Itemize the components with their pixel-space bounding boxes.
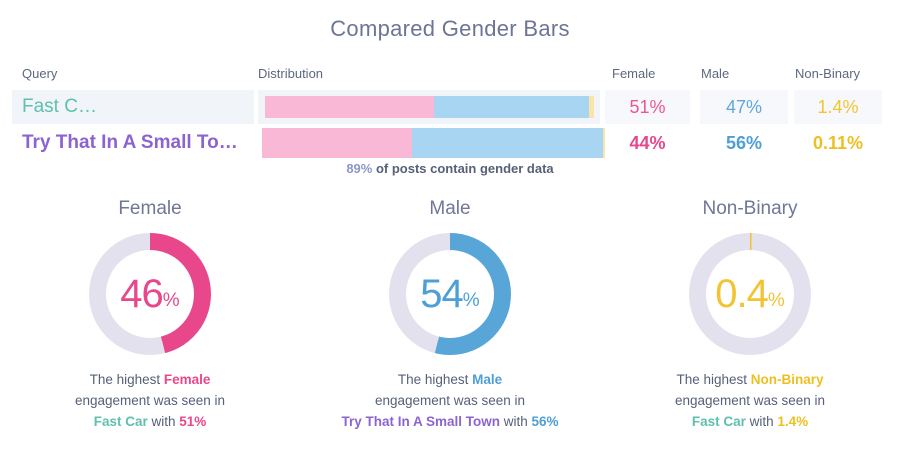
table-row-query-small-town[interactable]: Try That In A Small To…	[22, 128, 238, 158]
summary-value: 1.4%	[777, 413, 809, 429]
value-nonbinary: 1.4%	[817, 96, 859, 117]
value-cell-female: 44%	[605, 128, 690, 158]
value-cell-male: 56%	[700, 128, 788, 158]
donut-value: 0.4	[715, 271, 769, 316]
donut-value-unit: %	[462, 290, 480, 311]
donut-chart-male: 54 %	[389, 233, 511, 355]
bar-segment-nonbinary	[589, 96, 594, 118]
bar-segment-female	[262, 128, 413, 158]
donut-chart-female: 46 %	[89, 233, 211, 355]
donut-value: 54	[420, 271, 463, 316]
value-female: 51%	[629, 96, 666, 117]
bar-segment-male	[433, 96, 590, 118]
donut-value: 46	[120, 271, 163, 316]
donut-card-nonbinary: Non-Binary 0.4 % The highest Non-Binary …	[600, 198, 900, 433]
value-cell-male: 47%	[700, 90, 788, 124]
donut-hole: 54 %	[406, 250, 494, 338]
summary-value: 56%	[531, 413, 559, 429]
summary-gender: Non-Binary	[750, 372, 824, 387]
value-cell-female: 51%	[605, 90, 690, 124]
donut-title-female: Female	[118, 198, 182, 219]
query-label: Fast C…	[22, 96, 97, 117]
donut-value-unit: %	[767, 290, 785, 311]
donut-card-male: Male 54 % The highest Male engagement wa…	[300, 198, 600, 433]
column-header-female: Female	[612, 66, 656, 81]
summary-text: with	[147, 413, 180, 429]
column-header-query: Query	[22, 66, 58, 81]
note-text: of posts contain gender data	[372, 161, 554, 176]
summary-gender: Male	[472, 372, 503, 387]
donut-title-nonbinary: Non-Binary	[702, 198, 798, 219]
stacked-bar	[265, 96, 596, 118]
summary-text: with	[499, 413, 532, 429]
donut-summary: The highest Female engagement was seen i…	[0, 370, 300, 433]
value-cell-nonbinary: 1.4%	[794, 90, 882, 124]
donut-value-unit: %	[162, 290, 180, 311]
summary-text: with	[745, 413, 778, 429]
note-percentage: 89%	[346, 161, 373, 176]
donut-summary: The highest Male engagement was seen in …	[300, 370, 600, 433]
summary-text: engagement was seen in	[374, 392, 526, 408]
gender-data-note: 89% of posts contain gender data	[0, 161, 900, 176]
value-male: 47%	[725, 96, 763, 117]
value-female: 44%	[629, 132, 666, 153]
bar-segment-male	[412, 128, 603, 158]
stacked-bar	[262, 128, 605, 158]
summary-text: The highest	[397, 372, 473, 387]
distribution-cell	[258, 90, 600, 124]
summary-query: Fast Car	[93, 413, 148, 429]
summary-gender: Female	[163, 372, 211, 387]
bar-segment-nonbinary	[603, 128, 605, 158]
value-cell-nonbinary: 0.11%	[794, 128, 882, 158]
summary-text: engagement was seen in	[74, 392, 226, 408]
column-header-distribution: Distribution	[258, 66, 324, 81]
summary-text: The highest	[89, 372, 164, 387]
value-nonbinary: 0.11%	[812, 132, 864, 153]
page-title: Compared Gender Bars	[330, 16, 570, 41]
donut-cards: Female 46 % The highest Female engagemen…	[0, 198, 900, 433]
column-header-nonbinary: Non-Binary	[795, 66, 861, 81]
summary-text: engagement was seen in	[674, 392, 826, 408]
summary-value: 51%	[179, 413, 207, 429]
bar-segment-female	[265, 96, 434, 118]
donut-hole: 46 %	[106, 250, 194, 338]
table-row-query-fast-car[interactable]: Fast C…	[12, 90, 254, 124]
donut-card-female: Female 46 % The highest Female engagemen…	[0, 198, 300, 433]
value-male: 56%	[725, 132, 763, 153]
query-label: Try That In A Small To…	[22, 132, 238, 153]
summary-query: Try That In A Small Town	[341, 413, 500, 429]
summary-text: The highest	[676, 372, 751, 387]
donut-summary: The highest Non-Binary engagement was se…	[600, 370, 900, 433]
column-header-male: Male	[701, 66, 730, 81]
donut-hole: 0.4 %	[706, 250, 794, 338]
donut-title-male: Male	[429, 198, 471, 219]
summary-query: Fast Car	[691, 413, 746, 429]
donut-chart-nonbinary: 0.4 %	[689, 233, 811, 355]
